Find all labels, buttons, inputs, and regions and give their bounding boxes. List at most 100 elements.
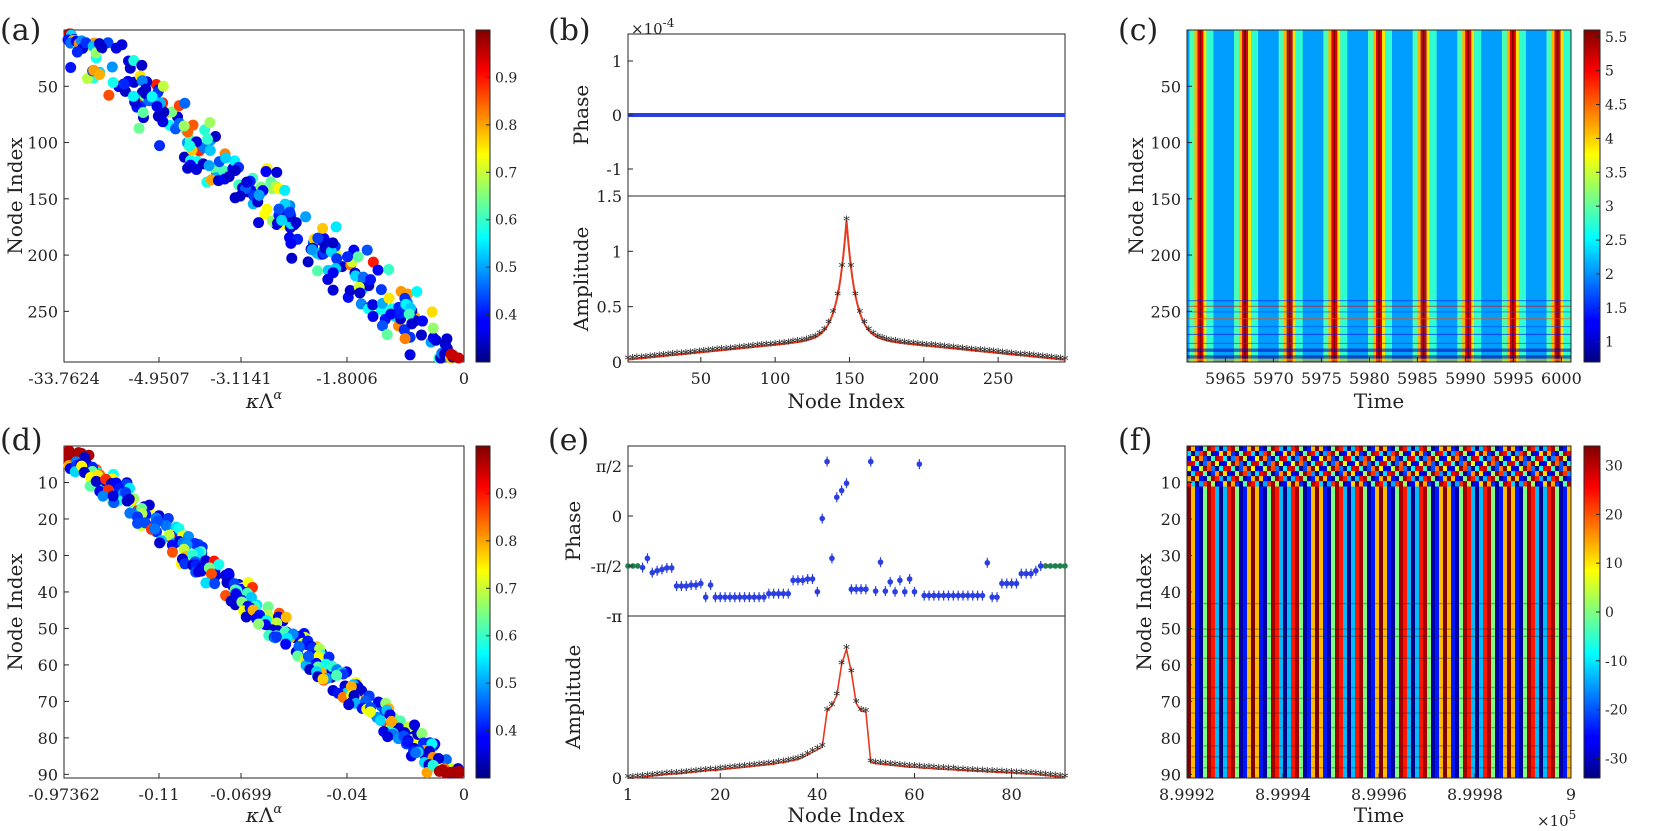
heatmap-cell-f xyxy=(1331,471,1336,477)
amplitude-marker-b: * xyxy=(946,342,953,357)
phase-marker-e xyxy=(746,594,753,600)
heatmap-cell-f xyxy=(1243,476,1248,482)
heatmap-column-f xyxy=(1283,486,1288,778)
scatter-point-a xyxy=(367,256,379,268)
heatmap-band-c xyxy=(1513,30,1516,362)
heatmap-cell-f xyxy=(1443,466,1448,472)
heatmap-cell-f xyxy=(1435,481,1440,487)
b-phase-ytick-label-0: 1 xyxy=(612,52,622,71)
a-ytick-label-4: 250 xyxy=(27,302,58,321)
heatmap-cell-f xyxy=(1539,471,1544,477)
amplitude-marker-b: * xyxy=(852,289,859,304)
heatmap-band-c xyxy=(1323,30,1330,362)
heatmap-cell-f xyxy=(1511,446,1516,452)
heatmap-cell-f xyxy=(1399,461,1404,467)
heatmap-cell-f xyxy=(1439,451,1444,457)
heatmap-cell-f xyxy=(1207,466,1212,472)
heatmap-cell-f xyxy=(1223,466,1228,472)
panel-label-a: (a) xyxy=(0,13,41,48)
amplitude-marker-e: * xyxy=(945,764,952,779)
heatmap-cell-f xyxy=(1371,471,1376,477)
a-ytick-label-2: 150 xyxy=(27,190,58,209)
heatmap-band-c xyxy=(1457,30,1464,362)
heatmap-column-f xyxy=(1327,486,1332,778)
scatter-point-a xyxy=(447,349,459,361)
heatmap-cell-f xyxy=(1187,451,1192,457)
heatmap-cell-f xyxy=(1283,456,1288,462)
heatmap-cell-f xyxy=(1255,481,1260,487)
heatmap-cell-f xyxy=(1191,466,1196,472)
heatmap-cell-f xyxy=(1327,471,1332,477)
amplitude-marker-e: * xyxy=(834,689,841,704)
phase-marker-e xyxy=(901,588,908,595)
heatmap-cell-f xyxy=(1303,471,1308,477)
heatmap-cell-f xyxy=(1347,446,1352,452)
heatmap-cell-f xyxy=(1219,471,1224,477)
amplitude-marker-e: * xyxy=(1037,769,1044,784)
heatmap-cell-f xyxy=(1519,466,1524,472)
heatmap-band-c xyxy=(1471,30,1475,362)
amplitude-marker-b: * xyxy=(674,349,681,364)
y-axis-label-b-phase: Phase xyxy=(569,85,593,145)
scatter-point-d xyxy=(343,699,355,711)
scatter-point-a xyxy=(110,42,122,54)
panel-e: ****************************************… xyxy=(561,445,1069,827)
heatmap-cell-f xyxy=(1387,471,1392,477)
heatmap-cell-f xyxy=(1479,446,1484,452)
a-cb-label-1: 0.5 xyxy=(495,260,517,276)
heatmap-stripe-f xyxy=(1187,756,1571,758)
scatter-point-d xyxy=(240,611,252,623)
heatmap-cell-f xyxy=(1567,476,1571,482)
c-ytick-label-0: 50 xyxy=(1161,77,1181,96)
heatmap-cell-f xyxy=(1491,466,1496,472)
heatmap-cell-f xyxy=(1399,476,1404,482)
heatmap-cell-f xyxy=(1223,451,1228,457)
scatter-point-a xyxy=(133,122,145,134)
c-cb-label-8: 5 xyxy=(1605,64,1614,80)
amplitude-marker-b: * xyxy=(643,352,650,367)
scatter-point-d xyxy=(280,638,292,650)
heatmap-cell-f xyxy=(1415,456,1420,462)
scatter-point-a xyxy=(136,59,148,71)
heatmap-cell-f xyxy=(1451,481,1456,487)
heatmap-cell-f xyxy=(1255,476,1260,482)
heatmap-cell-f xyxy=(1255,451,1260,457)
heatmap-cell-f xyxy=(1359,446,1364,452)
heatmap-column-f xyxy=(1219,486,1224,778)
phase-marker-e xyxy=(877,559,884,565)
heatmap-cell-f xyxy=(1347,476,1352,482)
scatter-point-a xyxy=(241,176,253,188)
amplitude-marker-b: * xyxy=(964,344,971,359)
amplitude-marker-b: * xyxy=(968,344,975,359)
f-ytick-label-8: 90 xyxy=(1161,765,1181,784)
heatmap-cell-f xyxy=(1523,446,1528,452)
heatmap-cell-f xyxy=(1271,461,1276,467)
heatmap-band-c xyxy=(1199,30,1202,362)
heatmap-cell-f xyxy=(1191,471,1196,477)
scatter-point-a xyxy=(96,41,108,53)
scatter-point-a xyxy=(306,244,318,256)
f-cb-label-2: 10 xyxy=(1605,556,1623,572)
heatmap-band-c xyxy=(1554,30,1557,362)
scatter-point-a xyxy=(327,237,339,249)
heatmap-cell-f xyxy=(1559,446,1564,452)
phase-marker-e xyxy=(644,555,651,562)
a-cb-label-0: 0.4 xyxy=(495,308,517,324)
heatmap-cell-f xyxy=(1383,466,1388,472)
c-xtick-label-5: 5990 xyxy=(1445,369,1486,388)
heatmap-cell-f xyxy=(1287,461,1292,467)
f-xtick-label-3: 8.9998 xyxy=(1447,785,1503,804)
panel-label-b: (b) xyxy=(548,13,591,48)
scatter-point-a xyxy=(157,116,169,128)
heatmap-cell-f xyxy=(1519,456,1524,462)
heatmap-cell-f xyxy=(1335,446,1340,452)
c-cb-label-1: 1.5 xyxy=(1605,301,1627,317)
heatmap-cell-f xyxy=(1239,476,1244,482)
heatmap-cell-f xyxy=(1567,466,1571,472)
f-ytick-label-1: 20 xyxy=(1161,510,1181,529)
heatmap-cell-f xyxy=(1463,466,1468,472)
scatter-point-a xyxy=(179,97,191,109)
heatmap-cell-f xyxy=(1399,466,1404,472)
heatmap-cell-f xyxy=(1399,471,1404,477)
scatter-point-a xyxy=(383,264,395,276)
